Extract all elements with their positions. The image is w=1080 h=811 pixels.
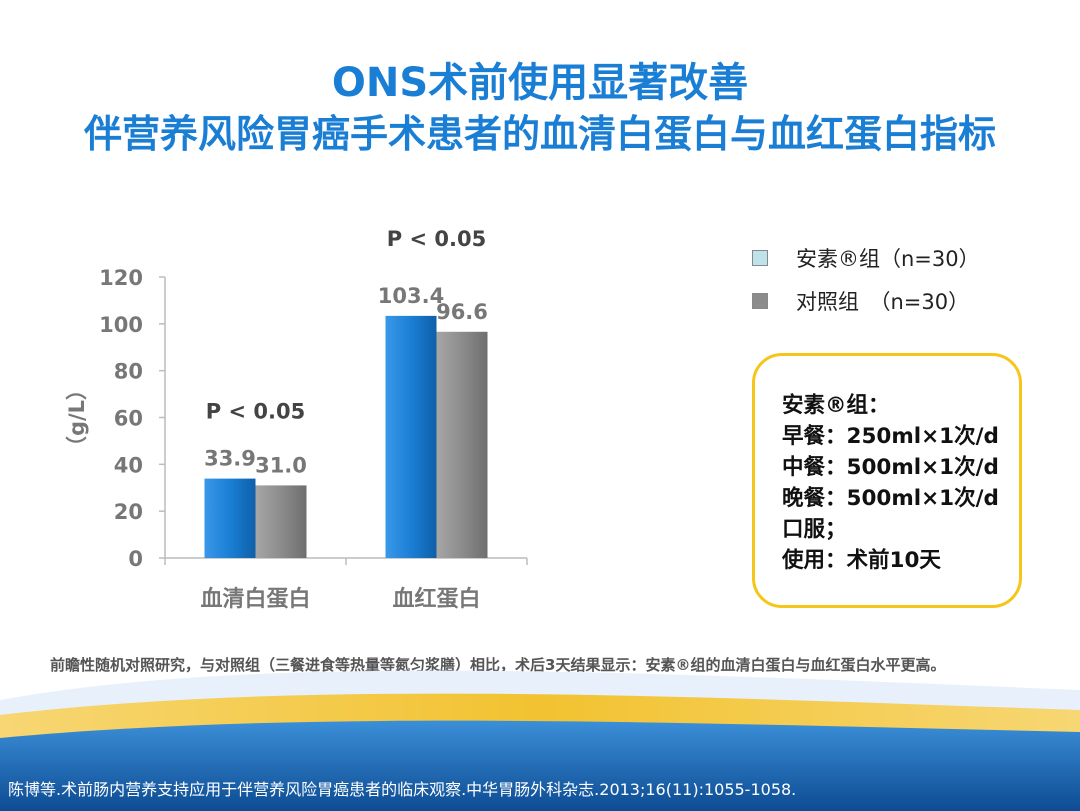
dosage-line-lunch: 中餐：500ml×1次/d bbox=[782, 455, 999, 480]
legend-item-ensure: 安素®组（n=30） bbox=[752, 243, 980, 273]
study-footnote: 前瞻性随机对照研究，与对照组（三餐进食等热量等氮匀浆膳）相比，术后3天结果显示：… bbox=[50, 656, 946, 674]
y-tick-label: 80 bbox=[114, 360, 143, 384]
bar-ensure bbox=[385, 315, 437, 558]
dosage-line-route: 口服； bbox=[782, 517, 847, 542]
bar-ensure bbox=[204, 478, 256, 558]
data-label-control: 96.6 bbox=[436, 300, 488, 324]
bar-chart: 0 20 40 60 80 100 120 （g/L） 33.9 31.0 血清白蛋白 P < 0.0… bbox=[65, 227, 528, 612]
dosage-line-duration: 使用：术前10天 bbox=[782, 548, 941, 573]
y-tick-label: 20 bbox=[114, 500, 143, 524]
y-axis-title: （g/L） bbox=[65, 379, 89, 457]
dosage-info-box: 安素®组： 早餐：250ml×1次/d 中餐：500ml×1次/d 晚餐：500… bbox=[752, 353, 1022, 608]
slide-title-line2: 伴营养风险胃癌手术患者的血清白蛋白与血红蛋白指标 bbox=[83, 112, 996, 156]
y-tick-label: 100 bbox=[99, 313, 143, 337]
y-tick-label: 120 bbox=[99, 266, 143, 290]
legend-swatch-control bbox=[752, 293, 768, 309]
data-label-control: 31.0 bbox=[255, 453, 307, 477]
significance-label: P < 0.05 bbox=[206, 400, 305, 424]
reference-citation: 陈博等.术前肠内营养支持应用于伴营养风险胃癌患者的临床观察.中华胃肠外科杂志.2… bbox=[8, 780, 797, 799]
significance-label: P < 0.05 bbox=[387, 227, 486, 251]
dosage-line-dinner: 晚餐：500ml×1次/d bbox=[782, 486, 999, 511]
y-tick-label: 60 bbox=[114, 407, 143, 431]
data-label-ensure: 103.4 bbox=[378, 284, 444, 308]
slide-title-line1: ONS术前使用显著改善 bbox=[331, 60, 749, 106]
y-tick-label: 40 bbox=[114, 453, 143, 477]
bar-control bbox=[255, 485, 307, 558]
legend-item-control: 对照组 （n=30） bbox=[752, 286, 969, 316]
x-category-label: 血清白蛋白 bbox=[200, 586, 310, 612]
data-label-ensure: 33.9 bbox=[204, 447, 256, 471]
y-tick-label: 0 bbox=[128, 547, 143, 571]
dosage-line-breakfast: 早餐：250ml×1次/d bbox=[782, 424, 999, 449]
bar-control bbox=[436, 331, 488, 558]
legend-swatch-ensure bbox=[752, 250, 768, 266]
legend-label-ensure: 安素®组（n=30） bbox=[796, 247, 980, 271]
decorative-wave-footer bbox=[0, 670, 1080, 811]
dosage-line-group: 安素®组： bbox=[782, 393, 890, 418]
legend-label-control: 对照组 （n=30） bbox=[796, 290, 970, 314]
x-category-label: 血红蛋白 bbox=[392, 586, 480, 612]
